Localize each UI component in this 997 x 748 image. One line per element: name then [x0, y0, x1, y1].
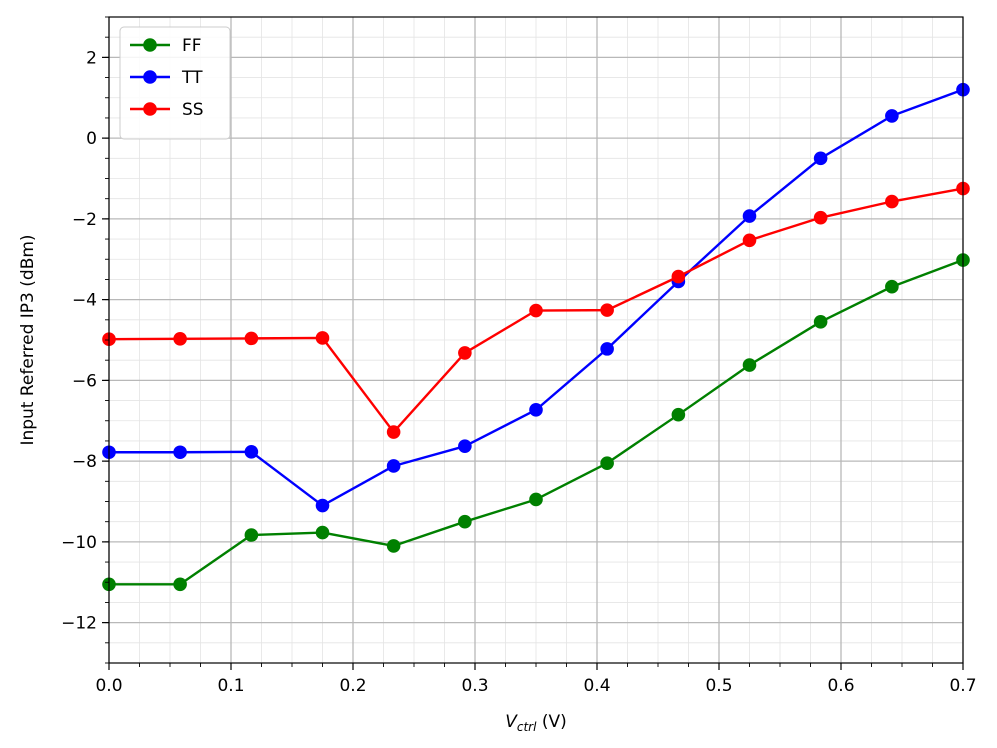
data-point-ff: [529, 492, 543, 507]
data-point-tt: [742, 209, 757, 223]
legend: FF TT SS: [119, 26, 231, 140]
y-tick-label: −4: [72, 291, 97, 311]
series-ff: [102, 253, 970, 592]
data-point-tt: [458, 439, 472, 453]
data-point-ss: [458, 346, 472, 360]
y-tick-label: −2: [72, 210, 97, 230]
x-tick-label: 0.3: [461, 676, 488, 696]
data-point-ff: [885, 279, 899, 294]
x-tick-label: 0.6: [827, 676, 854, 696]
data-point-ff: [458, 514, 472, 529]
data-point-ss: [742, 233, 757, 248]
data-point-ss: [813, 210, 828, 225]
axes: [102, 16, 964, 670]
data-point-tt: [173, 445, 187, 460]
series-layer: [102, 82, 970, 592]
legend-label-tt: TT: [181, 68, 203, 88]
y-tick-label: 2: [86, 48, 97, 68]
data-point-ss: [671, 269, 686, 284]
legend-marker-ss: [143, 102, 157, 116]
data-point-tt: [244, 445, 259, 459]
series-tt: [102, 82, 970, 513]
data-point-ff: [813, 315, 828, 329]
y-tick-label: −8: [72, 452, 97, 472]
data-point-ff: [671, 407, 686, 422]
data-point-tt: [529, 403, 543, 417]
x-tick-label: 0.0: [95, 676, 122, 696]
data-point-ss: [529, 303, 543, 318]
y-tick-label: 0: [86, 129, 97, 149]
x-tick-label: 0.2: [339, 676, 366, 696]
data-point-ff: [742, 358, 757, 372]
x-tick-label: 0.7: [949, 676, 976, 696]
data-point-ss: [885, 194, 899, 209]
x-tick-label: 0.1: [217, 676, 244, 696]
data-point-tt: [813, 151, 828, 166]
legend-label-ss: SS: [182, 100, 204, 120]
data-point-ss: [315, 331, 330, 345]
data-point-tt: [315, 498, 330, 513]
data-point-tt: [885, 109, 899, 123]
data-point-tt: [386, 459, 401, 473]
y-tick-label: −12: [61, 614, 97, 634]
data-point-ff: [600, 456, 614, 470]
legend-item-ff: FF: [130, 36, 202, 56]
data-point-ss: [173, 331, 187, 346]
y-tick-label: −6: [72, 371, 97, 391]
axis-labels: 0.0 0.1 0.2 0.3 0.4 0.5 0.6 0.7 −12 −10 −8 −6 −4 −2 0 2…: [18, 48, 977, 734]
y-tick-label: −10: [61, 533, 97, 553]
x-tick-label: 0.5: [705, 676, 732, 696]
x-axis-title-subscript: ctrl: [517, 720, 537, 734]
legend-marker-tt: [143, 70, 157, 84]
data-point-ff: [386, 539, 401, 553]
legend-marker-ff: [143, 38, 157, 52]
data-point-ff: [244, 528, 259, 542]
x-axis-title-main: V: [505, 712, 518, 732]
legend-label-ff: FF: [182, 36, 202, 56]
x-axis-title-unit: (V): [536, 712, 566, 732]
x-tick-label: 0.4: [583, 676, 610, 696]
data-point-ff: [315, 525, 330, 540]
legend-item-tt: TT: [130, 68, 203, 88]
x-axis-title: Vctrl (V): [505, 712, 567, 734]
data-point-ff: [173, 577, 187, 592]
y-axis-title: Input Referred IP3 (dBm): [18, 234, 38, 445]
legend-item-ss: SS: [130, 100, 204, 120]
data-point-ss: [386, 425, 401, 439]
data-point-ss: [600, 303, 614, 317]
data-point-ss: [244, 331, 259, 346]
data-point-tt: [600, 342, 614, 356]
series-ss: [102, 181, 970, 439]
